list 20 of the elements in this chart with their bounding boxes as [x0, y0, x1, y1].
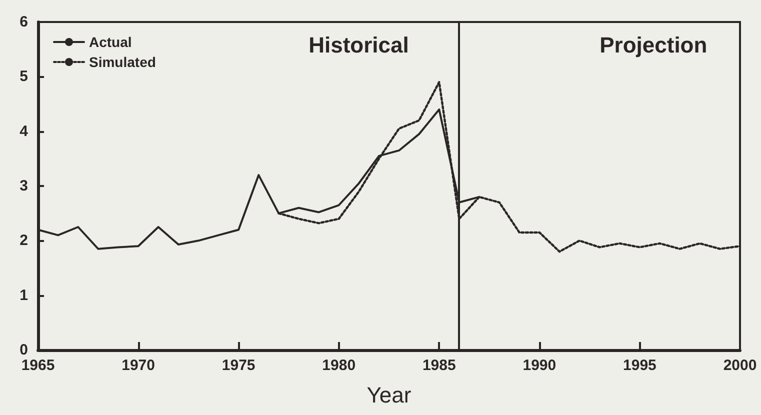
- y-tick-label: 4: [20, 122, 29, 140]
- x-tick-label: 1995: [623, 357, 656, 374]
- annotation: Historical: [308, 32, 409, 58]
- x-tick-label: 1965: [21, 357, 55, 374]
- legend-label: Simulated: [89, 54, 156, 70]
- x-tick-label: 1980: [322, 357, 356, 374]
- annotation: Projection: [600, 32, 708, 58]
- y-tick-label: 5: [20, 68, 28, 86]
- x-tick-label: 2000: [723, 357, 757, 374]
- legend-label: Actual: [89, 34, 132, 50]
- y-tick-label: 2: [20, 232, 28, 250]
- y-tick-label: 0: [20, 342, 28, 358]
- x-tick-label: 1970: [122, 357, 155, 374]
- y-tick-label: 1: [20, 286, 28, 304]
- x-axis-title: Year: [366, 382, 412, 408]
- x-tick-label: 1975: [222, 357, 256, 374]
- x-tick-label: 1985: [422, 357, 456, 374]
- y-tick-label: 3: [20, 178, 28, 194]
- x-tick-label: 1990: [522, 357, 556, 374]
- y-tick-label: 6: [20, 14, 28, 30]
